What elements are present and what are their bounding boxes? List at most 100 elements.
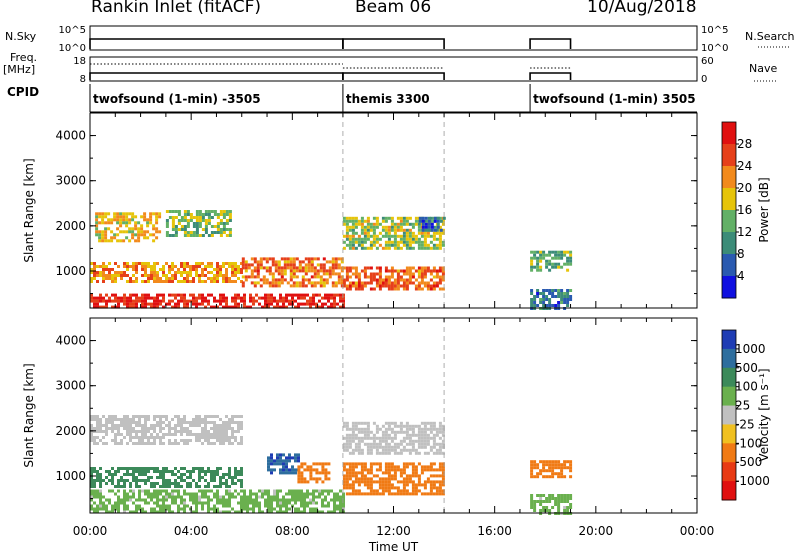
range-gate-cell (105, 302, 108, 306)
range-gate-cell (183, 510, 186, 514)
range-gate-cell (402, 243, 406, 247)
range-gate-cell (423, 430, 427, 434)
range-gate-cell (569, 256, 573, 260)
range-gate-cell (354, 489, 358, 493)
range-gate-cell (345, 284, 349, 288)
range-gate-cell (156, 415, 159, 418)
range-gate-cell (228, 216, 232, 219)
range-gate-cell (138, 467, 141, 470)
range-gate-cell (387, 468, 391, 472)
range-gate-cell (259, 284, 263, 288)
range-gate-cell (264, 302, 267, 306)
range-gate-cell (186, 504, 189, 508)
range-gate-cell (276, 498, 279, 502)
range-gate-cell (129, 421, 132, 424)
range-gate-cell (146, 236, 150, 240)
range-gate-cell (384, 231, 388, 235)
range-gate-cell (117, 418, 120, 421)
range-gate-cell (369, 287, 373, 291)
range-gate-cell (405, 240, 409, 244)
range-gate-cell (143, 236, 147, 240)
range-gate-cell (159, 510, 162, 514)
range-gate-cell (405, 465, 409, 469)
range-gate-cell (384, 243, 388, 247)
range-gate-cell (426, 439, 430, 443)
range-gate-cell (119, 212, 123, 216)
range-gate-cell (545, 463, 549, 467)
range-gate-cell (280, 257, 284, 261)
range-gate-cell (354, 448, 358, 452)
range-gate-cell (122, 212, 126, 216)
range-gate-cell (247, 275, 251, 279)
range-gate-cell (566, 250, 570, 254)
range-gate-cell (120, 433, 123, 436)
range-gate-cell (129, 296, 132, 300)
range-gate-cell (384, 442, 388, 446)
range-gate-cell (396, 486, 400, 490)
range-gate-cell (259, 278, 263, 282)
range-gate-cell (140, 215, 144, 219)
range-gate-cell (366, 266, 370, 270)
range-gate-cell (171, 433, 174, 436)
range-gate-cell (342, 278, 346, 282)
range-gate-cell (563, 475, 567, 479)
range-gate-cell (396, 246, 400, 250)
range-gate-cell (132, 302, 135, 306)
range-gate-cell (255, 299, 258, 303)
range-gate-cell (150, 498, 153, 502)
range-gate-cell (360, 222, 364, 226)
range-gate-cell (186, 231, 190, 234)
range-gate-cell (135, 268, 138, 271)
range-gate-cell (234, 265, 237, 268)
range-gate-cell (210, 231, 214, 234)
range-gate-cell (342, 246, 346, 250)
range-gate-cell (90, 277, 93, 280)
range-gate-cell (542, 506, 546, 509)
range-gate-cell (318, 299, 321, 303)
range-gate-cell (411, 266, 415, 270)
range-gate-cell (423, 439, 427, 443)
range-gate-cell (321, 468, 325, 472)
range-gate-cell (271, 278, 275, 282)
range-gate-cell (375, 451, 379, 455)
range-gate-cell (102, 415, 105, 418)
range-gate-cell (533, 256, 537, 260)
range-gate-cell (204, 265, 207, 268)
range-gate-cell (530, 265, 534, 269)
range-gate-cell (126, 262, 129, 265)
range-gate-cell (351, 424, 355, 428)
range-gate-cell (240, 498, 243, 502)
range-gate-cell (216, 228, 220, 231)
range-gate-cell (195, 262, 198, 265)
range-gate-cell (372, 436, 376, 440)
range-gate-cell (180, 296, 183, 300)
colorbar-tick-label: 16 (737, 203, 752, 217)
range-gate-cell (216, 427, 219, 430)
range-gate-cell (423, 468, 427, 472)
range-gate-cell (396, 465, 400, 469)
range-gate-cell (372, 492, 376, 496)
range-gate-cell (135, 498, 138, 502)
range-gate-cell (381, 492, 385, 496)
range-gate-cell (138, 504, 141, 508)
range-gate-cell (192, 498, 195, 502)
range-gate-cell (147, 439, 150, 442)
range-gate-cell (132, 510, 135, 514)
range-gate-cell (268, 284, 272, 288)
range-gate-cell (144, 271, 147, 274)
range-gate-cell (285, 293, 288, 297)
range-gate-cell (144, 433, 147, 436)
range-gate-cell (363, 284, 367, 288)
range-gate-cell (102, 424, 105, 427)
range-gate-cell (210, 489, 213, 493)
range-gate-cell (438, 278, 442, 282)
range-gate-cell (159, 498, 162, 502)
range-gate-cell (396, 424, 400, 428)
range-gate-cell (280, 269, 284, 273)
range-gate-cell (265, 257, 269, 261)
range-gate-cell (150, 277, 153, 280)
range-gate-cell (165, 277, 168, 280)
range-gate-cell (183, 467, 186, 470)
range-gate-cell (340, 284, 344, 288)
range-gate-cell (219, 467, 222, 470)
